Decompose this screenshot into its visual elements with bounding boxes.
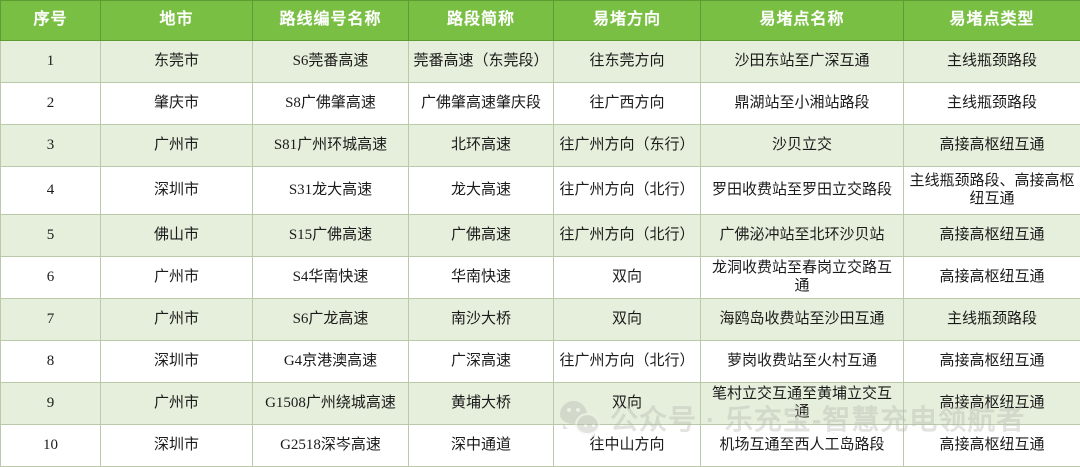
cell-no: 5: [1, 215, 101, 257]
cell-no: 6: [1, 257, 101, 299]
column-header-route: 路线编号名称: [253, 1, 409, 41]
cell-type: 主线瓶颈路段: [904, 41, 1080, 83]
cell-section: 南沙大桥: [409, 299, 554, 341]
cell-point: 罗田收费站至罗田立交路段: [701, 167, 904, 215]
cell-direction: 往广州方向（北行）: [554, 167, 701, 215]
column-header-point: 易堵点名称: [701, 1, 904, 41]
cell-point: 萝岗收费站至火村互通: [701, 341, 904, 383]
cell-type: 主线瓶颈路段: [904, 299, 1080, 341]
column-header-no: 序号: [1, 1, 101, 41]
cell-point: 鼎湖站至小湘站路段: [701, 83, 904, 125]
column-header-type: 易堵点类型: [904, 1, 1080, 41]
header-row: 序号 地市 路线编号名称 路段简称 易堵方向 易堵点名称 易堵点类型: [1, 1, 1080, 41]
cell-direction: 往中山方向: [554, 425, 701, 467]
cell-route: S8广佛肇高速: [253, 83, 409, 125]
cell-no: 3: [1, 125, 101, 167]
cell-city: 广州市: [101, 125, 253, 167]
column-header-city: 地市: [101, 1, 253, 41]
cell-point: 广佛泌冲站至北环沙贝站: [701, 215, 904, 257]
cell-route: S6莞番高速: [253, 41, 409, 83]
cell-no: 8: [1, 341, 101, 383]
cell-route: G4京港澳高速: [253, 341, 409, 383]
cell-no: 10: [1, 425, 101, 467]
cell-direction: 往广州方向（北行）: [554, 215, 701, 257]
cell-point: 海鸥岛收费站至沙田互通: [701, 299, 904, 341]
cell-section: 华南快速: [409, 257, 554, 299]
cell-city: 肇庆市: [101, 83, 253, 125]
cell-type: 高接高枢纽互通: [904, 215, 1080, 257]
cell-city: 广州市: [101, 257, 253, 299]
cell-section: 广佛高速: [409, 215, 554, 257]
cell-route: G2518深岑高速: [253, 425, 409, 467]
column-header-direction: 易堵方向: [554, 1, 701, 41]
cell-section: 广深高速: [409, 341, 554, 383]
cell-type: 主线瓶颈路段: [904, 83, 1080, 125]
cell-point: 沙田东站至广深互通: [701, 41, 904, 83]
cell-route: S6广龙高速: [253, 299, 409, 341]
cell-no: 7: [1, 299, 101, 341]
cell-route: S15广佛高速: [253, 215, 409, 257]
cell-type: 高接高枢纽互通: [904, 383, 1080, 425]
cell-point: 笔村立交互通至黄埔立交互通: [701, 383, 904, 425]
cell-direction: 往广州方向（东行）: [554, 125, 701, 167]
cell-section: 广佛肇高速肇庆段: [409, 83, 554, 125]
cell-route: S81广州环城高速: [253, 125, 409, 167]
cell-city: 深圳市: [101, 341, 253, 383]
cell-direction: 往广西方向: [554, 83, 701, 125]
cell-direction: 双向: [554, 257, 701, 299]
cell-direction: 往东莞方向: [554, 41, 701, 83]
cell-city: 深圳市: [101, 167, 253, 215]
table-header: 序号 地市 路线编号名称 路段简称 易堵方向 易堵点名称 易堵点类型: [1, 1, 1080, 41]
cell-city: 佛山市: [101, 215, 253, 257]
cell-direction: 往广州方向（北行）: [554, 341, 701, 383]
cell-no: 4: [1, 167, 101, 215]
cell-section: 黄埔大桥: [409, 383, 554, 425]
cell-route: S4华南快速: [253, 257, 409, 299]
cell-city: 东莞市: [101, 41, 253, 83]
cell-point: 龙洞收费站至春岗立交路互通: [701, 257, 904, 299]
cell-route: G1508广州绕城高速: [253, 383, 409, 425]
cell-no: 2: [1, 83, 101, 125]
cell-city: 广州市: [101, 299, 253, 341]
column-header-section: 路段简称: [409, 1, 554, 41]
cell-city: 广州市: [101, 383, 253, 425]
cell-type: 高接高枢纽互通: [904, 125, 1080, 167]
cell-no: 1: [1, 41, 101, 83]
cell-direction: 双向: [554, 299, 701, 341]
cell-city: 深圳市: [101, 425, 253, 467]
cell-type: 主线瓶颈路段、高接高枢纽互通: [904, 167, 1080, 215]
cell-section: 北环高速: [409, 125, 554, 167]
cell-section: 龙大高速: [409, 167, 554, 215]
cell-direction: 双向: [554, 383, 701, 425]
cell-type: 高接高枢纽互通: [904, 341, 1080, 383]
cell-type: 高接高枢纽互通: [904, 425, 1080, 467]
cell-type: 高接高枢纽互通: [904, 257, 1080, 299]
cell-point: 机场互通至西人工岛路段: [701, 425, 904, 467]
cell-section: 莞番高速（东莞段）: [409, 41, 554, 83]
cell-route: S31龙大高速: [253, 167, 409, 215]
cell-point: 沙贝立交: [701, 125, 904, 167]
cell-no: 9: [1, 383, 101, 425]
cell-section: 深中通道: [409, 425, 554, 467]
